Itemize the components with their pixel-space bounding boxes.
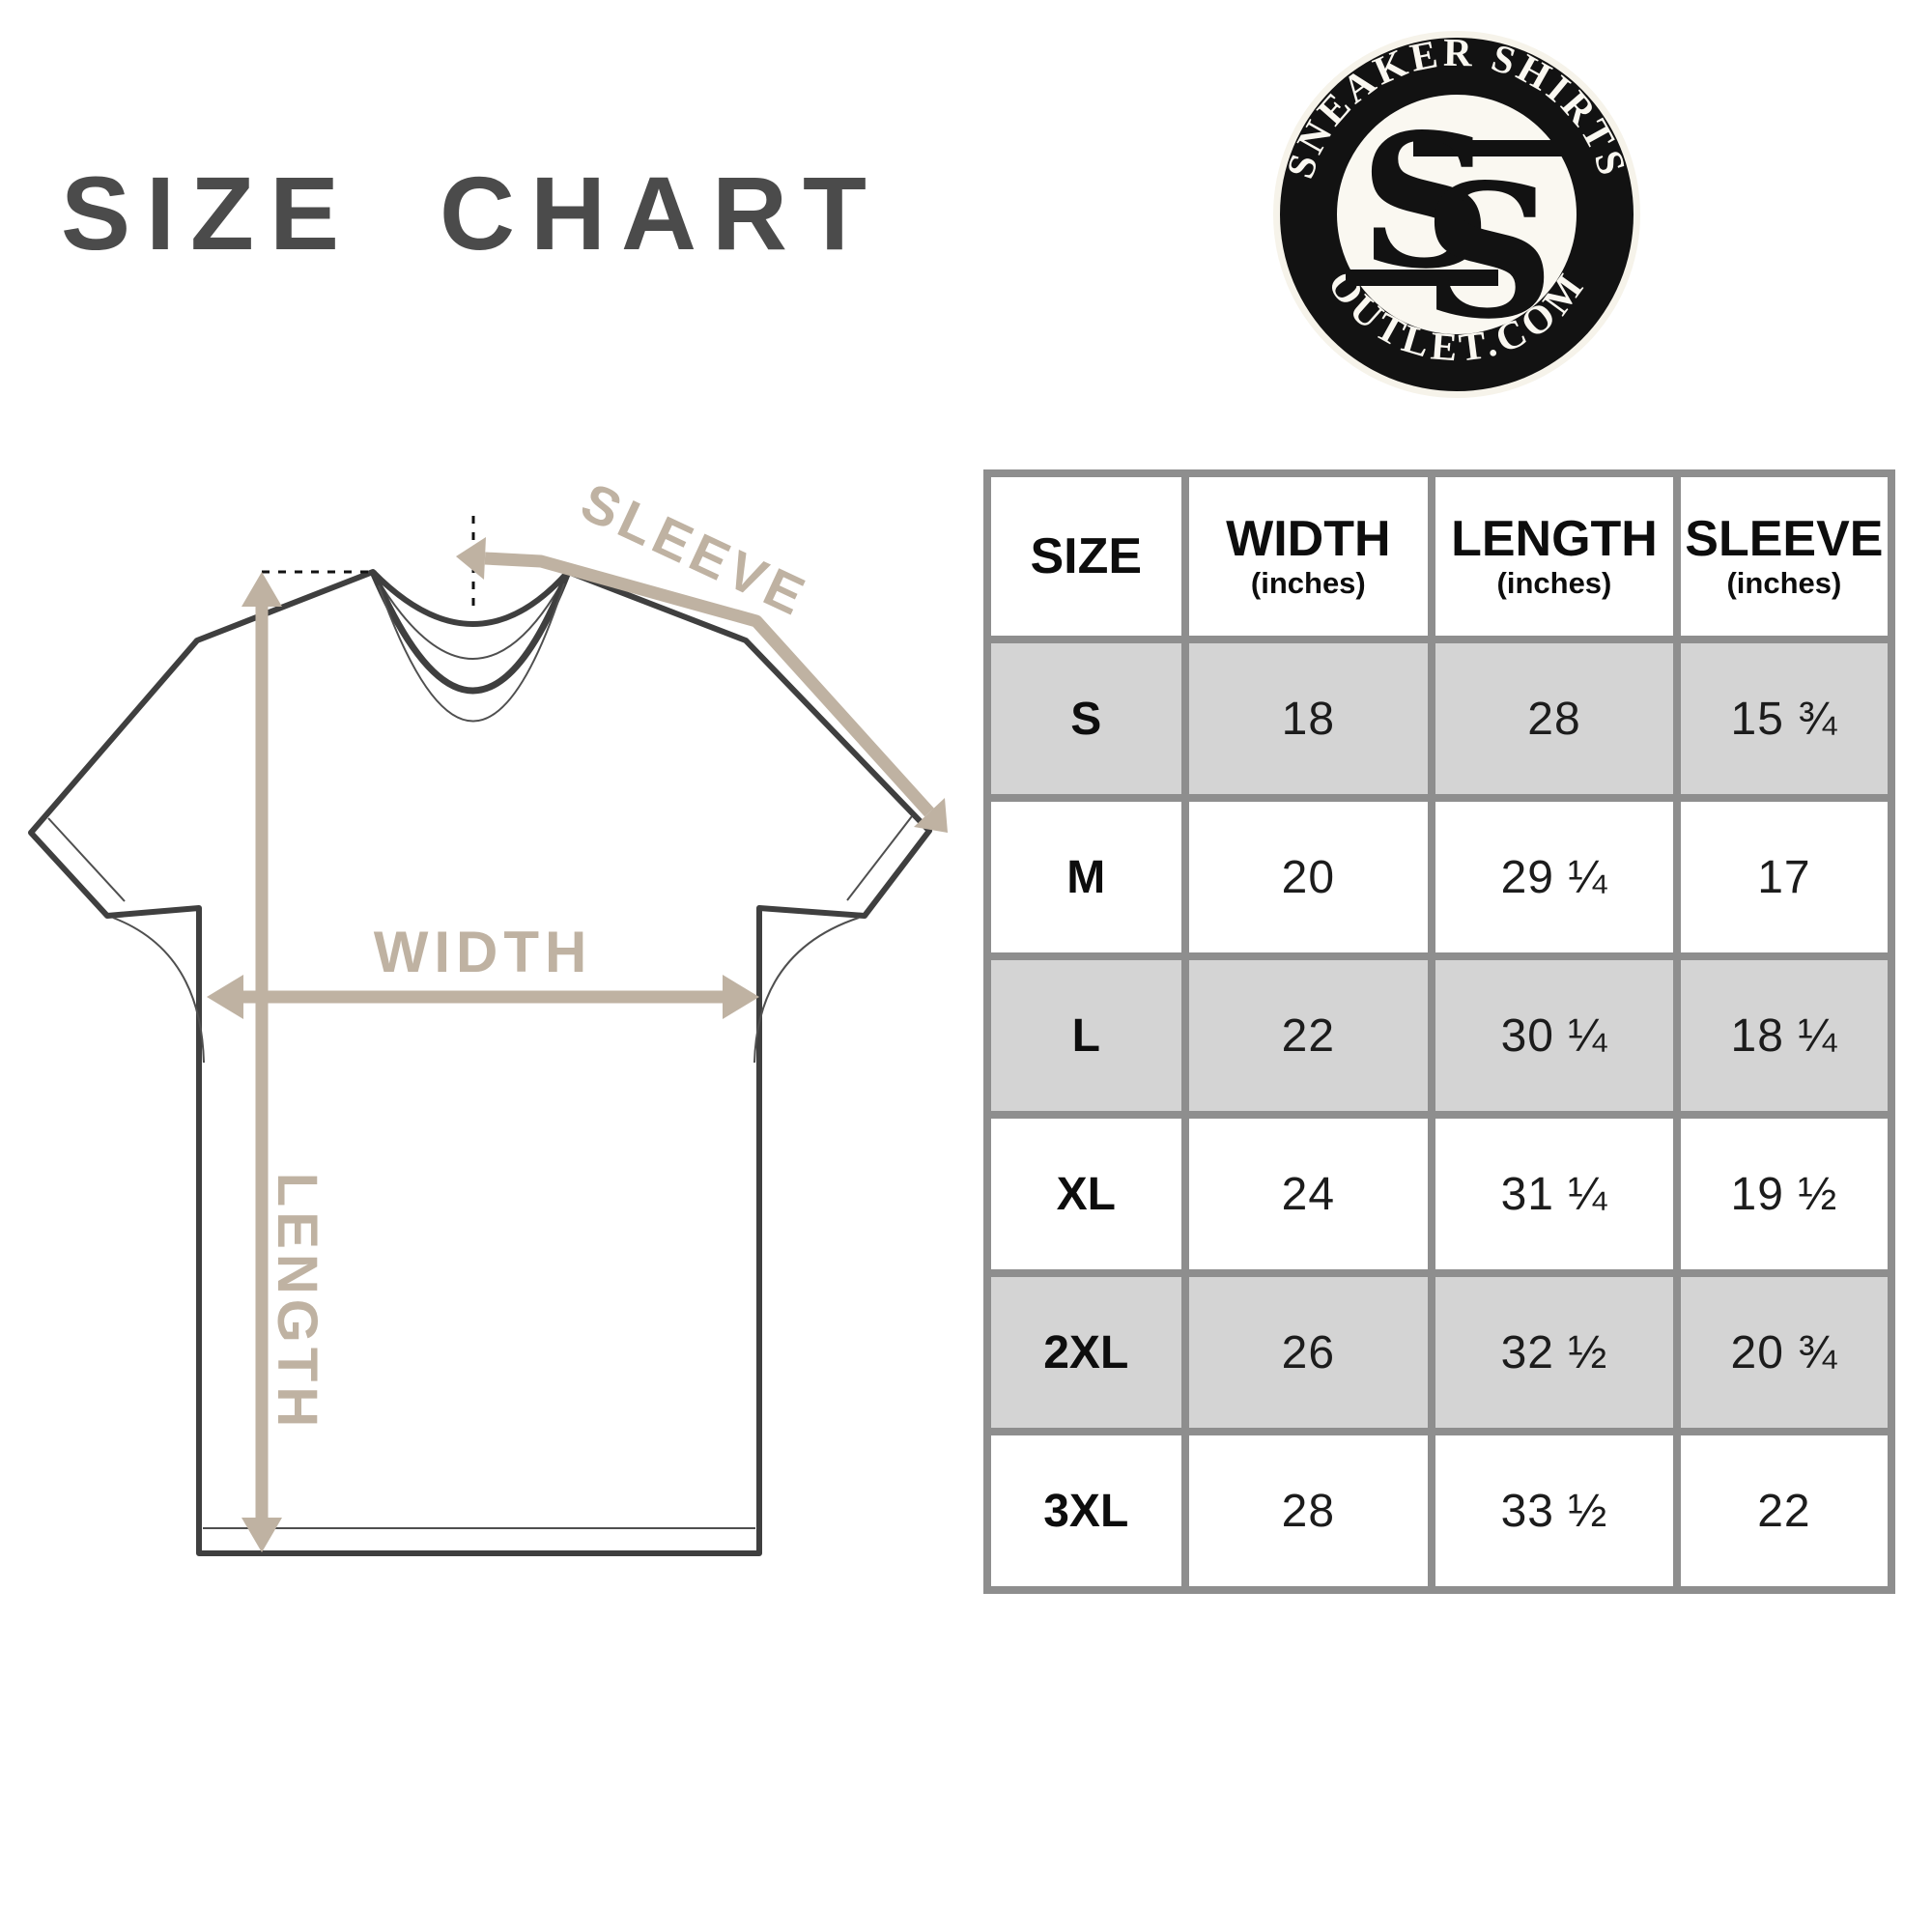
table-cell-size-xl-text: XL (1056, 1168, 1116, 1220)
sleeve-arrow-shaft (484, 552, 934, 817)
table-cell-width: 20 (1188, 802, 1429, 952)
table-cell-length-text: 29 ¼ (1500, 851, 1608, 903)
table-cell-length-text: 28 (1527, 693, 1581, 745)
table-header-cell-size: SIZE (991, 477, 1181, 636)
table-cell-width: 24 (1188, 1119, 1429, 1269)
table-cell-width-text: 18 (1281, 693, 1336, 745)
table-cell-size-m-text: M (1066, 851, 1106, 903)
sleeve-arrow-end-head (914, 798, 948, 833)
width-arrow-right-head (723, 975, 759, 1019)
table-cell-size-l-text: L (1071, 1009, 1100, 1062)
sleeve-arrow-start-head (456, 537, 486, 580)
table-cell-length: 31 ¼ (1435, 1119, 1673, 1269)
table-cell-sleeve-text: 18 ¼ (1730, 1009, 1838, 1062)
table-cell-width-text: 28 (1281, 1485, 1336, 1537)
table-cell-size-3xl: 3XL (991, 1435, 1181, 1586)
column-sublabel: (inches) (1250, 566, 1366, 601)
table-cell-sleeve-text: 22 (1757, 1485, 1811, 1537)
table-cell-size-s: S (991, 643, 1181, 794)
width-label: WIDTH (374, 920, 593, 984)
table-cell-sleeve-text: 19 ½ (1730, 1168, 1838, 1220)
sneaker-shirts-outlet-logo: SNEAKER SHIRTS OUTLET.COM S S (1268, 26, 1645, 403)
table-cell-size-xl: XL (991, 1119, 1181, 1269)
table-cell-sleeve: 15 ¾ (1680, 643, 1888, 794)
table-cell-length: 29 ¼ (1435, 802, 1673, 952)
table-cell-width-text: 20 (1281, 851, 1336, 903)
column-sublabel: (inches) (1496, 566, 1612, 601)
table-cell-length-text: 30 ¼ (1500, 1009, 1608, 1062)
length-arrow-shaft (255, 593, 269, 1532)
table-cell-size-2xl: 2XL (991, 1277, 1181, 1428)
table-header-cell-sleeve: SLEEVE (inches) (1680, 477, 1888, 636)
page-title: SIZE CHART (61, 155, 882, 271)
tshirt-measurement-diagram: WIDTH LENGTH SLEEVE (0, 386, 966, 1642)
collar-stitch-line (378, 582, 565, 723)
left-cuff-line (47, 817, 126, 902)
table-cell-width: 18 (1188, 643, 1429, 794)
collar-band-inner-line (369, 570, 572, 695)
table-cell-size-l: L (991, 960, 1181, 1111)
table-cell-length-text: 33 ½ (1500, 1485, 1608, 1537)
table-cell-sleeve: 17 (1680, 802, 1888, 952)
table-cell-length: 32 ½ (1435, 1277, 1673, 1428)
table-cell-size-2xl-text: 2XL (1043, 1326, 1129, 1378)
collar-band-top-line (372, 571, 569, 660)
table-cell-width-text: 24 (1281, 1168, 1336, 1220)
table-header-cell-length: LENGTH (inches) (1435, 477, 1673, 636)
length-label: LENGTH (266, 1173, 328, 1432)
table-cell-width: 28 (1188, 1435, 1429, 1586)
table-cell-length-text: 32 ½ (1500, 1326, 1608, 1378)
column-label: SIZE (1030, 527, 1143, 584)
table-cell-length: 33 ½ (1435, 1435, 1673, 1586)
table-cell-width: 22 (1188, 960, 1429, 1111)
tshirt-diagram-icon: WIDTH LENGTH SLEEVE (28, 470, 948, 1556)
right-armhole-seam (753, 917, 860, 1064)
length-arrow-top-head (242, 572, 282, 607)
table-cell-length: 28 (1435, 643, 1673, 794)
table-cell-sleeve-text: 20 ¾ (1730, 1326, 1838, 1378)
table-cell-sleeve-text: 15 ¾ (1730, 693, 1838, 745)
logo-monogram-ss-icon: S S (1346, 94, 1566, 359)
table-cell-size-s-text: S (1070, 693, 1102, 745)
table-cell-width-text: 22 (1281, 1009, 1336, 1062)
length-arrow-bottom-head (242, 1518, 282, 1552)
right-cuff-line (846, 815, 913, 901)
left-armhole-seam (112, 917, 205, 1064)
tshirt-outline (28, 569, 932, 1556)
table-cell-sleeve: 22 (1680, 1435, 1888, 1586)
logo-badge-icon: SNEAKER SHIRTS OUTLET.COM S S (1273, 30, 1640, 398)
table-cell-width: 26 (1188, 1277, 1429, 1428)
table-cell-sleeve-text: 17 (1757, 851, 1811, 903)
svg-text:S: S (1422, 144, 1554, 359)
width-arrow-left-head (207, 975, 243, 1019)
measurement-arrows (207, 537, 948, 1552)
column-label: LENGTH (1451, 511, 1658, 568)
table-cell-sleeve: 19 ½ (1680, 1119, 1888, 1269)
table-cell-size-3xl-text: 3XL (1043, 1485, 1129, 1537)
table-cell-sleeve: 20 ¾ (1680, 1277, 1888, 1428)
table-cell-size-m: M (991, 802, 1181, 952)
width-arrow-shaft (234, 990, 732, 1004)
svg-text:S: S (1359, 94, 1492, 309)
size-table: SIZE WIDTH (inches) LENGTH (inches) SLEEVE (in… (983, 469, 1895, 1594)
table-cell-sleeve: 18 ¼ (1680, 960, 1888, 1111)
table-cell-width-text: 26 (1281, 1326, 1336, 1378)
column-label: SLEEVE (1685, 511, 1884, 568)
table-cell-length: 30 ¼ (1435, 960, 1673, 1111)
table-cell-length-text: 31 ¼ (1500, 1168, 1608, 1220)
column-sublabel: (inches) (1726, 566, 1842, 601)
table-header-cell-width: WIDTH (inches) (1188, 477, 1429, 636)
column-label: WIDTH (1226, 511, 1391, 568)
